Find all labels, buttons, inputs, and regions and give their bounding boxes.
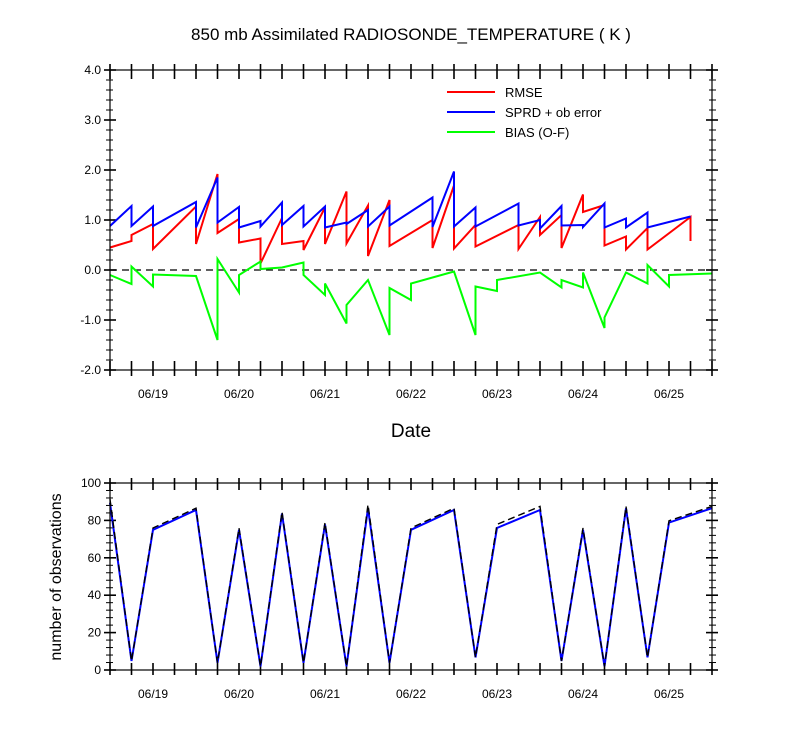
bottom-series-lines xyxy=(109,499,713,667)
x-tick-label: 06/24 xyxy=(568,687,598,701)
x-tick-label: 06/24 xyxy=(568,387,598,401)
y-tick-label: 100 xyxy=(81,476,101,490)
y-tick-label: 4.0 xyxy=(84,63,101,77)
x-tick-label: 06/23 xyxy=(482,387,512,401)
y-tick-label: 80 xyxy=(88,513,102,527)
obs-series-total xyxy=(109,499,713,667)
y-tick-label: 0.0 xyxy=(84,263,101,277)
top-chart: 850 mb Assimilated RADIOSONDE_TEMPERATUR… xyxy=(80,25,718,442)
y-tick-label: -2.0 xyxy=(80,363,101,377)
chart-title: 850 mb Assimilated RADIOSONDE_TEMPERATUR… xyxy=(191,25,631,44)
top-plot-frame xyxy=(109,69,713,371)
y-tick-label: 3.0 xyxy=(84,113,101,127)
obs-series-assimilated xyxy=(109,502,713,667)
x-tick-label: 06/21 xyxy=(310,687,340,701)
x-tick-label: 06/19 xyxy=(138,687,168,701)
series-line-1 xyxy=(109,171,691,231)
top-x-tick-labels: 06/19 06/20 06/21 06/22 06/23 06/24 06/25 xyxy=(138,387,684,401)
legend: RMSE SPRD + ob error BIAS (O-F) xyxy=(447,85,602,140)
top-y-tick-labels: -2.0 -1.0 0.0 1.0 2.0 3.0 4.0 xyxy=(80,63,101,377)
bottom-y-tick-labels: 0 20 40 60 80 100 xyxy=(81,476,101,677)
x-tick-label: 06/20 xyxy=(224,687,254,701)
y-tick-label: 1.0 xyxy=(84,213,101,227)
x-tick-label: 06/25 xyxy=(654,687,684,701)
x-tick-label: 06/22 xyxy=(396,687,426,701)
x-axis-label: Date xyxy=(391,421,431,442)
y-tick-label: 40 xyxy=(88,588,102,602)
x-tick-label: 06/21 xyxy=(310,387,340,401)
bottom-x-tick-labels: 06/19 06/20 06/21 06/22 06/23 06/24 06/25 xyxy=(138,687,684,701)
y-tick-label: 2.0 xyxy=(84,163,101,177)
x-tick-label: 06/23 xyxy=(482,687,512,701)
y-tick-label: 0 xyxy=(94,663,101,677)
y-tick-label: -1.0 xyxy=(80,313,101,327)
series-line-2 xyxy=(109,255,713,341)
x-tick-label: 06/22 xyxy=(396,387,426,401)
bottom-plot-frame xyxy=(109,482,713,671)
legend-label: BIAS (O-F) xyxy=(505,125,569,140)
y-tick-label: 20 xyxy=(88,626,102,640)
x-tick-label: 06/19 xyxy=(138,387,168,401)
x-tick-label: 06/25 xyxy=(654,387,684,401)
x-tick-label: 06/20 xyxy=(224,387,254,401)
top-series-lines xyxy=(109,171,713,341)
y-axis-label: number of observations xyxy=(48,493,65,660)
legend-label: RMSE xyxy=(505,85,543,100)
y-tick-label: 60 xyxy=(88,551,102,565)
legend-label: SPRD + ob error xyxy=(505,105,602,120)
